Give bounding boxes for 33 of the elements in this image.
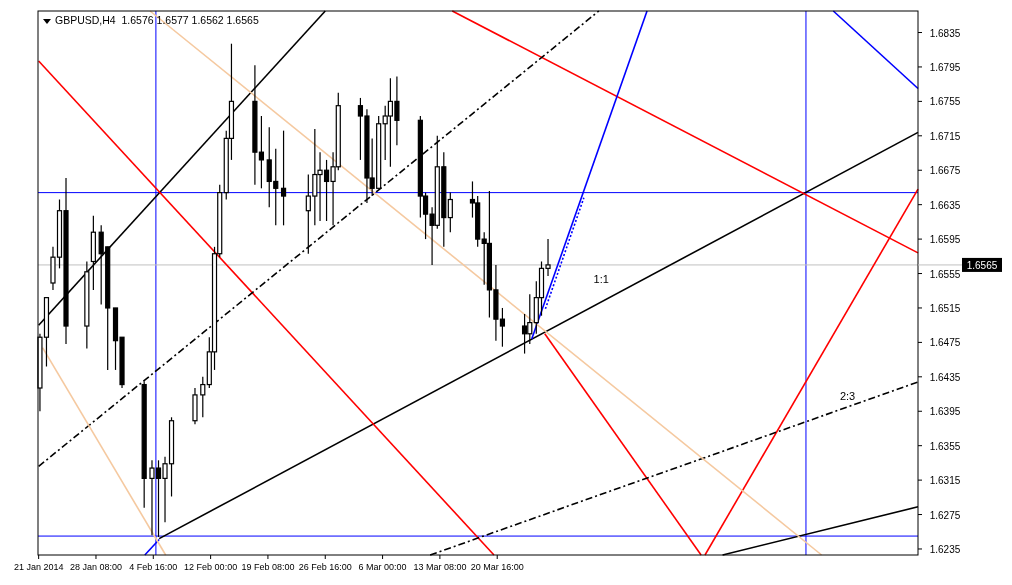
y-tick-label: 1.6715 — [929, 130, 961, 142]
x-tick-label: 21 Jan 2014 — [13, 562, 64, 572]
y-tick-label: 1.6315 — [929, 475, 961, 487]
x-tick-label: 12 Feb 00:00 — [184, 562, 238, 572]
y-tick-label: 1.6475 — [929, 337, 961, 349]
y-tick-label: 1.6755 — [929, 96, 961, 108]
y-tick-label: 1.6555 — [929, 268, 961, 280]
y-tick-label: 1.6675 — [929, 165, 961, 177]
annotation: 1:1 — [593, 273, 609, 285]
x-tick-label: 26 Feb 16:00 — [298, 562, 352, 572]
y-tick-label: 1.6795 — [929, 61, 961, 73]
y-tick-label: 1.6595 — [929, 234, 961, 246]
y-tick-label: 1.6515 — [929, 302, 961, 314]
candlestick — [280, 130, 287, 226]
x-tick-label: 28 Jan 08:00 — [69, 562, 122, 572]
annotation: 2:3 — [839, 389, 856, 402]
y-tick-label: 1.6635 — [929, 199, 961, 211]
candlestick — [447, 192, 453, 233]
y-tick-label: 1.6435 — [929, 371, 961, 383]
x-tick-label: 20 Mar 16:00 — [470, 562, 524, 572]
y-tick-label: 1.6235 — [929, 543, 961, 555]
candlestick — [200, 376, 206, 418]
x-tick-label: 13 Mar 08:00 — [413, 562, 467, 572]
x-tick-label: 19 Feb 08:00 — [241, 562, 295, 572]
y-tick-label: 1.6835 — [929, 27, 961, 39]
x-tick-label: 6 Mar 00:00 — [358, 562, 407, 572]
candlestick — [521, 313, 528, 355]
ref-line-label: 1.6565 — [966, 259, 998, 271]
x-tick-label: 4 Feb 16:00 — [129, 562, 178, 572]
y-tick-label: 1.6355 — [929, 440, 961, 452]
y-tick-label: 1.6275 — [929, 509, 961, 521]
y-tick-label: 1.6395 — [929, 406, 961, 418]
chart-title: GBPUSD,H4 1.6576 1.6577 1.6562 1.6565 — [55, 14, 259, 26]
